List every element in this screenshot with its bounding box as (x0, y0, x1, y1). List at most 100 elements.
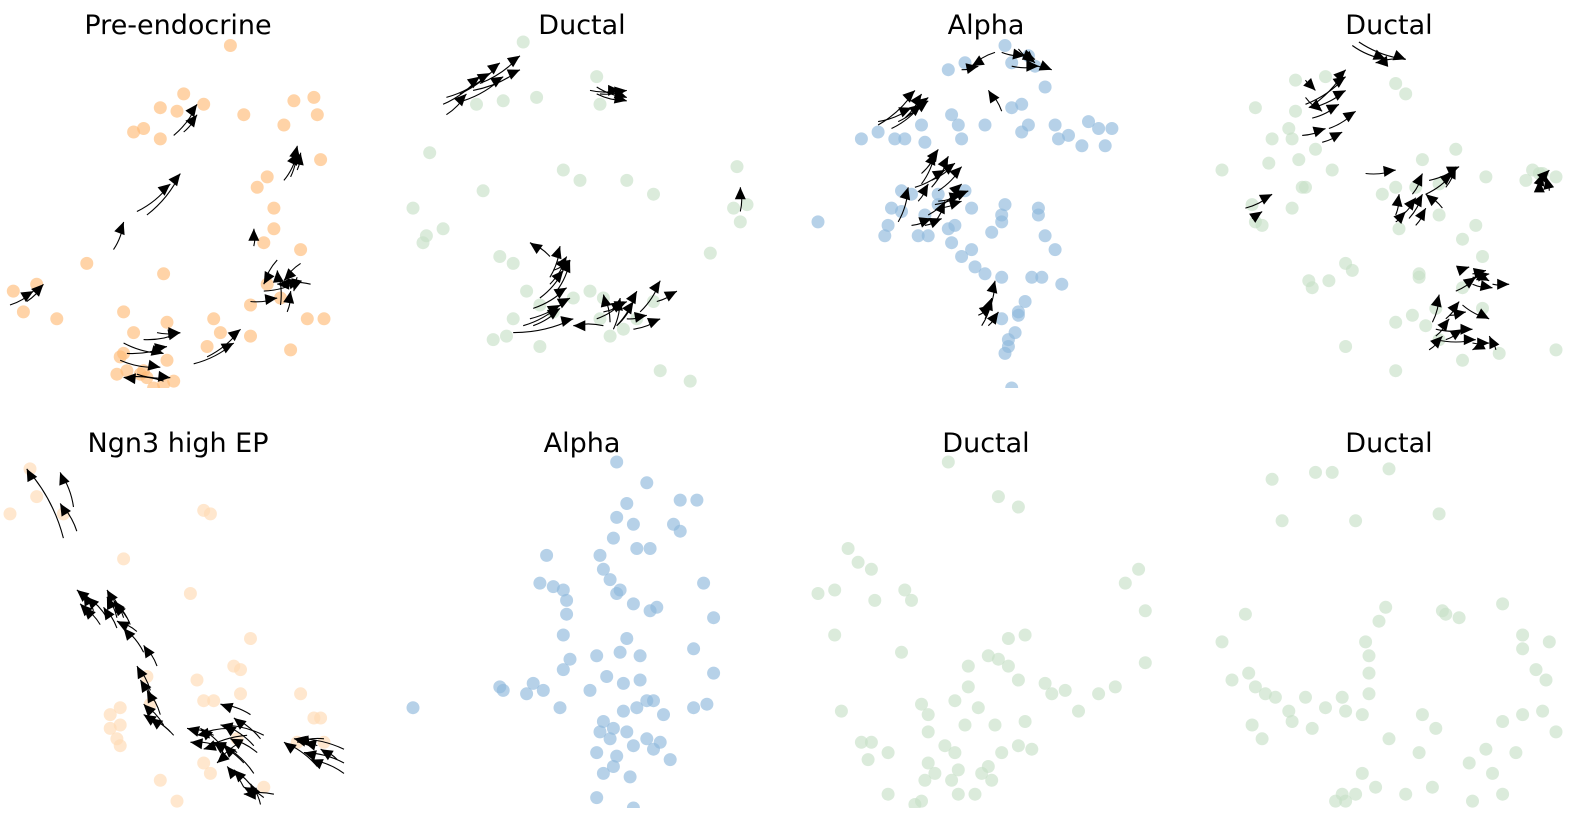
cell-point (730, 160, 744, 174)
cell-point (991, 490, 1005, 504)
plot-area (1215, 462, 1563, 808)
velocity-arrowhead (918, 217, 932, 228)
cell-point (915, 697, 928, 711)
cell-point (1335, 690, 1349, 704)
velocity-arrowhead (272, 270, 284, 283)
cell-point (113, 701, 127, 715)
cell-point (828, 628, 842, 642)
cell-point (556, 663, 570, 677)
velocity-arrowhead (1445, 166, 1456, 180)
velocity-arrowhead (1333, 69, 1346, 83)
cell-point (1048, 118, 1062, 132)
cell-point (1289, 73, 1302, 87)
cell-point (506, 312, 520, 326)
velocity-arrowhead (1425, 194, 1439, 207)
velocity-arrowhead (934, 201, 945, 215)
cell-point (1248, 101, 1262, 115)
cell-point (650, 600, 664, 614)
velocity-arrowhead (116, 621, 131, 632)
cell-point (616, 704, 630, 718)
cell-point (1389, 77, 1403, 90)
cell-point (613, 645, 627, 659)
cell-point (1466, 794, 1479, 808)
cell-point (1339, 340, 1353, 353)
cell-point (1075, 139, 1089, 153)
velocity-arrowhead (551, 246, 562, 260)
cell-point (687, 701, 701, 715)
cell-point (955, 132, 969, 146)
cell-point (1399, 87, 1413, 101)
velocity-arrowhead (925, 152, 936, 166)
velocity-arrowhead (955, 190, 969, 201)
cell-point (988, 718, 1002, 732)
panel-title: Alpha (544, 428, 621, 459)
cell-point (1325, 465, 1339, 479)
cell-point (1462, 756, 1476, 770)
velocity-arrowhead (899, 187, 911, 201)
cell-point (1255, 732, 1269, 746)
velocity-arrowhead (626, 291, 637, 305)
cell-point (1048, 243, 1062, 257)
panel-2: Ductal (406, 10, 754, 388)
cell-point (1018, 628, 1032, 642)
cell-point (416, 236, 430, 250)
cell-point (881, 787, 895, 801)
cell-point (978, 267, 992, 281)
cell-point (995, 746, 1009, 760)
cell-point (203, 766, 217, 780)
velocity-arrowhead (902, 90, 915, 103)
cell-point (234, 687, 247, 701)
velocity-arrowhead (560, 260, 571, 274)
cell-point (908, 798, 922, 808)
velocity-arrowhead (1038, 60, 1052, 71)
cell-point (1082, 115, 1095, 129)
panel-4: Ductal (1215, 10, 1563, 378)
panel-title: Ductal (1345, 428, 1432, 459)
velocity-arrowhead (1391, 194, 1403, 207)
velocity-arrowhead (303, 750, 317, 761)
cell-point (317, 312, 331, 326)
velocity-arrowhead (310, 759, 324, 770)
cell-point (307, 90, 321, 104)
velocity-arrowhead (949, 166, 962, 179)
velocity-arrowhead (1415, 208, 1426, 222)
cell-point (257, 780, 271, 794)
velocity-arrowhead (289, 145, 301, 159)
cell-point (197, 97, 211, 111)
cell-point (945, 236, 959, 250)
cell-point (864, 562, 878, 576)
cell-point (117, 305, 131, 319)
cell-point (533, 298, 547, 312)
velocity-arrowhead (928, 218, 942, 229)
cell-point (921, 756, 935, 770)
plot-area (811, 39, 1119, 388)
cell-point (898, 583, 912, 597)
cell-point (476, 184, 490, 198)
cell-point (203, 507, 217, 521)
cell-point (600, 670, 614, 683)
cell-point (1058, 683, 1072, 697)
velocity-arrowhead (476, 73, 490, 84)
cell-point (683, 374, 697, 388)
cell-point (1452, 611, 1466, 625)
cell-point (1412, 270, 1426, 284)
velocity-arrowhead (1383, 165, 1396, 177)
cell-point (127, 125, 141, 139)
cell-point (811, 215, 825, 229)
velocity-arrowhead (190, 738, 203, 750)
cell-point (881, 746, 895, 760)
cell-point (828, 583, 842, 597)
cell-point (978, 118, 992, 132)
velocity-arrowhead (1437, 318, 1450, 332)
velocity-arrowhead (949, 183, 962, 197)
cell-point (1392, 222, 1406, 236)
cell-point (616, 676, 630, 690)
cell-point (244, 632, 257, 645)
cell-point (533, 340, 547, 353)
cell-point (620, 725, 634, 739)
cell-point (1245, 198, 1259, 212)
cell-point (610, 455, 624, 469)
cell-point (30, 490, 44, 504)
cell-point (1469, 218, 1483, 232)
